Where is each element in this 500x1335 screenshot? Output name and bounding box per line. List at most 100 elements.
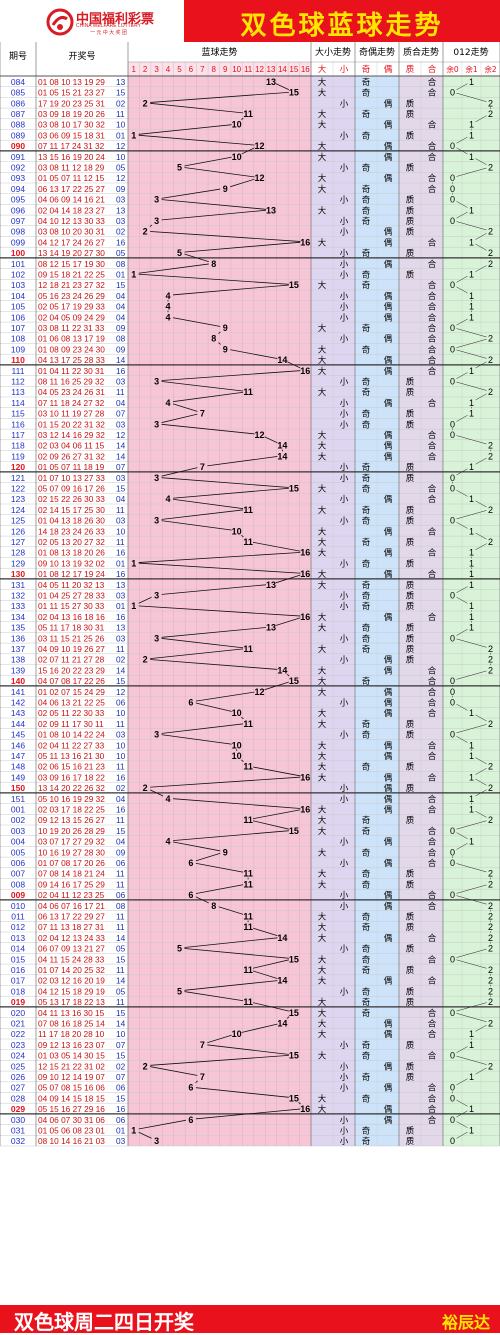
mod-mark: 1	[469, 1125, 474, 1135]
prime-mark: 质	[406, 227, 415, 238]
mod-point-bg	[467, 269, 476, 279]
issue-number: 013	[11, 933, 25, 943]
odd-even-mark: 奇	[362, 911, 371, 922]
red-ball-numbers: 01 03 05 14 30 15	[38, 1051, 105, 1061]
mod-point-bg	[467, 119, 476, 129]
mod-point-bg	[467, 601, 476, 611]
red-ball-numbers: 04 09 10 19 26 27	[38, 644, 105, 654]
odd-even-mark: 偶	[384, 120, 393, 131]
prime-mark: 质	[406, 1136, 415, 1147]
odd-even-mark: 偶	[384, 366, 393, 377]
size-mark: 小	[340, 419, 349, 430]
mod-point-bg	[467, 130, 476, 140]
issue-number: 021	[11, 1018, 25, 1028]
blue-point: 14	[277, 665, 287, 675]
odd-even-mark: 奇	[362, 205, 371, 216]
red-ball-numbers: 03 06 09 15 18 31	[38, 130, 105, 140]
mod-mark: 0	[450, 1051, 455, 1061]
issue-number: 087	[11, 109, 25, 119]
mod-mark: 2	[488, 783, 493, 793]
blue-point-bg	[277, 451, 288, 461]
prime-mark: 合	[428, 366, 437, 377]
blue-point-bg	[231, 151, 242, 161]
blue-point: 2	[143, 783, 148, 793]
issue-number: 150	[11, 783, 25, 793]
blue-point-bg	[151, 1136, 162, 1146]
logo-slogan-text: 一 元 中 大 奖 团	[90, 30, 127, 36]
mod-mark: 2	[488, 441, 493, 451]
size-mark: 小	[340, 633, 349, 644]
mod-point-bg	[486, 922, 495, 932]
odd-even-mark: 偶	[384, 302, 393, 313]
prime-mark: 合	[428, 751, 437, 762]
size-mark: 小	[340, 227, 349, 238]
mod-point-bg	[467, 1039, 476, 1049]
blue-point: 6	[188, 1083, 193, 1093]
blue-point: 8	[211, 901, 216, 911]
blue-ball-number: 03	[116, 216, 126, 226]
blue-point-bg	[208, 333, 219, 343]
blue-ball-number: 07	[116, 1072, 126, 1082]
blue-ball-number: 02	[116, 783, 126, 793]
odd-even-mark: 奇	[362, 1125, 371, 1136]
blue-point-bg	[208, 900, 219, 910]
odd-even-mark: 偶	[384, 612, 393, 623]
blue-point-bg	[151, 194, 162, 204]
mod-point-bg	[467, 547, 476, 557]
prime-mark: 合	[428, 687, 437, 698]
mod-point-bg	[486, 879, 495, 889]
blue-ball-number: 05	[116, 986, 126, 996]
size-mark: 大	[318, 815, 327, 826]
size-mark: 小	[340, 901, 349, 912]
odd-even-mark: 奇	[362, 162, 371, 173]
blue-point: 11	[243, 869, 253, 879]
mod-point-bg	[486, 654, 495, 664]
issue-number: 008	[11, 879, 25, 889]
blue-point: 5	[177, 986, 182, 996]
blue-point: 7	[200, 1072, 205, 1082]
red-ball-numbers: 12 15 21 22 31 02	[38, 1061, 105, 1071]
odd-even-mark: 偶	[384, 291, 393, 302]
issue-number: 123	[11, 494, 25, 504]
issue-number: 129	[11, 558, 25, 568]
blue-point-bg	[243, 911, 254, 921]
prime-mark: 合	[428, 173, 437, 184]
odd-even-mark: 偶	[384, 708, 393, 719]
issue-number: 006	[11, 858, 25, 868]
mod-point-bg	[486, 986, 495, 996]
blue-point-bg	[163, 397, 174, 407]
size-mark: 大	[318, 580, 327, 591]
mod-point-bg	[467, 462, 476, 472]
size-mark: 大	[318, 847, 327, 858]
red-ball-numbers: 04 06 07 16 17 21	[38, 901, 105, 911]
issue-number: 137	[11, 644, 25, 654]
issue-number: 012	[11, 922, 25, 932]
size-mark: 小	[340, 291, 349, 302]
mod-point-bg	[448, 322, 457, 332]
mod-point-bg	[486, 451, 495, 461]
size-mark: 大	[318, 569, 327, 580]
prime-mark: 合	[428, 1115, 437, 1126]
odd-even-mark: 偶	[384, 772, 393, 783]
red-ball-numbers: 09 10 12 14 19 07	[38, 1072, 105, 1082]
odd-even-mark: 奇	[362, 77, 371, 88]
odd-even-mark: 偶	[384, 933, 393, 944]
red-ball-numbers: 02 05 11 22 30 33	[38, 708, 105, 718]
prime-mark: 合	[428, 334, 437, 345]
blue-point: 3	[154, 516, 159, 526]
odd-even-mark: 偶	[384, 152, 393, 163]
blue-ball-number: 04	[116, 794, 126, 804]
blue-point-bg	[243, 815, 254, 825]
issue-number: 084	[11, 77, 25, 87]
mod-point-bg	[448, 515, 457, 525]
issue-number: 117	[11, 430, 25, 440]
blue-point-bg	[151, 515, 162, 525]
blue-point-bg	[128, 269, 139, 279]
odd-even-mark: 奇	[362, 462, 371, 473]
mod-mark: 2	[488, 665, 493, 675]
issue-number: 126	[11, 526, 25, 536]
blue-point-bg	[300, 772, 311, 782]
blue-ball-number: 14	[116, 355, 126, 365]
blue-ball-number: 09	[116, 344, 126, 354]
blue-point: 4	[166, 312, 171, 322]
